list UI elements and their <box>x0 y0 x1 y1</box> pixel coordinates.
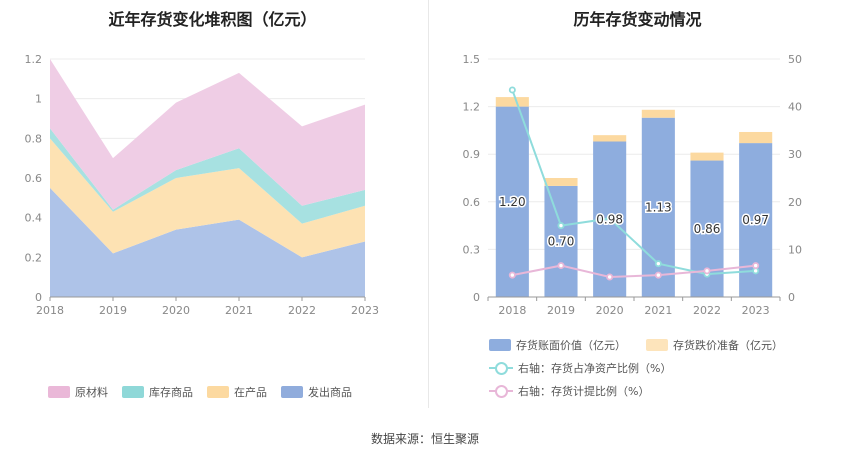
line-point <box>508 86 516 94</box>
legend-label: 在产品 <box>234 386 267 399</box>
x-tick-label: 2023 <box>351 304 379 317</box>
left-chart-title: 近年存货变化堆积图（亿元） <box>108 10 317 29</box>
legend-swatch <box>48 386 70 398</box>
line-point <box>508 271 516 279</box>
legend-item-wip[interactable]: 在产品 <box>207 384 267 400</box>
legend-item-inventory-goods[interactable]: 库存商品 <box>122 384 193 400</box>
x-tick-label: 2022 <box>288 304 316 317</box>
line-point <box>606 214 614 222</box>
line-point <box>557 222 565 230</box>
legend-item-impairment[interactable]: 存货跌价准备（亿元） <box>646 337 783 353</box>
y2-tick-label: 40 <box>788 101 802 114</box>
data-source: 数据来源：恒生聚源 <box>370 432 479 446</box>
bar-value-label: 1.20 <box>499 195 526 209</box>
y2-tick-label: 50 <box>788 53 802 66</box>
right-legend-row3: 右轴：存货计提比例（%） <box>489 383 663 399</box>
line-point <box>654 271 662 279</box>
area-库存商品 <box>50 128 365 224</box>
x-tick-label: 2020 <box>596 304 624 317</box>
y-tick-label: 0.4 <box>25 212 43 225</box>
y-tick-label: 1.2 <box>463 101 481 114</box>
bar-book-value <box>544 185 578 297</box>
bar-impairment <box>495 97 529 107</box>
bar-impairment <box>593 135 627 142</box>
bar-book-value <box>495 106 529 297</box>
y-tick-label: 0.2 <box>25 251 43 264</box>
legend-item-book-value[interactable]: 存货账面价值（亿元） <box>489 337 626 353</box>
legend-swatch <box>122 386 144 398</box>
line-point <box>752 262 760 270</box>
area-在产品 <box>50 138 365 258</box>
legend-item-provision-ratio[interactable]: 右轴：存货计提比例（%） <box>489 383 649 399</box>
legend-label: 发出商品 <box>308 386 352 399</box>
legend-label: 存货跌价准备（亿元） <box>673 339 783 352</box>
y-tick-label: 0.3 <box>463 243 481 256</box>
y-tick-label: 0.6 <box>463 196 481 209</box>
legend-swatch <box>281 386 303 398</box>
line-point <box>703 267 711 275</box>
line-point <box>557 262 565 270</box>
y2-tick-label: 10 <box>788 243 802 256</box>
x-tick-label: 2021 <box>644 304 672 317</box>
bar-value-label: 0.97 <box>742 213 769 227</box>
y2-tick-label: 0 <box>788 291 795 304</box>
line-point <box>606 273 614 281</box>
legend-item-raw-material[interactable]: 原材料 <box>48 384 108 400</box>
legend-line-marker <box>489 385 513 398</box>
legend-label: 存货账面价值（亿元） <box>516 339 626 352</box>
y-tick-label: 0 <box>35 291 42 304</box>
right-legend-row2: 右轴：存货占净资产比例（%） <box>489 360 685 376</box>
legend-label: 原材料 <box>75 386 108 399</box>
area-发出商品 <box>50 187 365 297</box>
bar-value-label: 1.13 <box>645 200 672 214</box>
y-tick-label: 0.8 <box>25 132 43 145</box>
bar-value-label: 0.70 <box>548 234 575 248</box>
legend-label: 右轴：存货占净资产比例（%） <box>518 362 672 375</box>
legend-swatch <box>646 339 668 351</box>
y2-tick-label: 30 <box>788 148 802 161</box>
x-tick-label: 2019 <box>99 304 127 317</box>
y-tick-label: 0 <box>473 291 480 304</box>
x-tick-label: 2023 <box>742 304 770 317</box>
bar-value-label: 0.98 <box>596 212 623 226</box>
bar-value-label: 0.86 <box>694 222 721 236</box>
y2-tick-label: 20 <box>788 196 802 209</box>
x-tick-label: 2021 <box>225 304 253 317</box>
y-tick-label: 1.2 <box>25 53 43 66</box>
legend-label: 库存商品 <box>149 386 193 399</box>
y-tick-label: 1.5 <box>463 53 481 66</box>
y-tick-label: 0.9 <box>463 148 481 161</box>
line-net-asset-ratio <box>511 89 756 276</box>
legend-label: 右轴：存货计提比例（%） <box>518 385 650 398</box>
legend-item-net-asset-ratio[interactable]: 右轴：存货占净资产比例（%） <box>489 360 671 376</box>
legend-swatch <box>207 386 229 398</box>
bar-impairment <box>690 152 724 161</box>
left-legend: 原材料 库存商品 在产品 发出商品 <box>48 384 366 400</box>
x-tick-label: 2018 <box>498 304 526 317</box>
bar-impairment <box>641 109 675 118</box>
legend-item-shipped-goods[interactable]: 发出商品 <box>281 384 352 400</box>
chart-divider <box>428 0 429 408</box>
bar-impairment <box>739 131 773 144</box>
x-tick-label: 2019 <box>547 304 575 317</box>
x-tick-label: 2022 <box>693 304 721 317</box>
line-provision-ratio <box>512 264 756 279</box>
x-tick-label: 2018 <box>36 304 64 317</box>
right-legend-row1: 存货账面价值（亿元） 存货跌价准备（亿元） <box>489 337 797 353</box>
area-原材料 <box>50 59 365 210</box>
legend-swatch <box>489 339 511 351</box>
line-point <box>654 260 662 268</box>
x-tick-label: 2020 <box>162 304 190 317</box>
bar-impairment <box>544 178 578 186</box>
y-tick-label: 0.6 <box>25 172 43 185</box>
y-tick-label: 1 <box>35 93 42 106</box>
legend-line-marker <box>489 362 513 375</box>
right-chart-title: 历年存货变动情况 <box>573 10 702 29</box>
